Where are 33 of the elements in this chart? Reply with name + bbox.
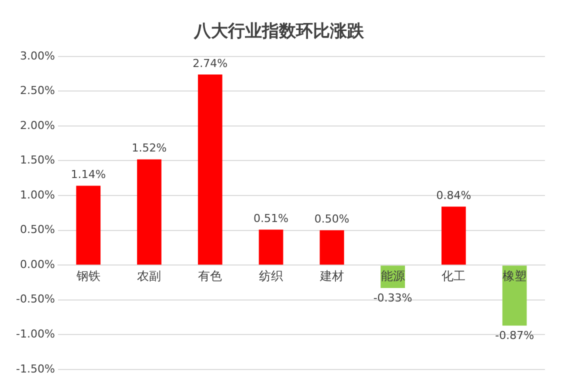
data-label: 1.14% [70, 168, 106, 182]
data-label: 1.52% [132, 142, 167, 155]
y-tick-label: 0.50% [20, 223, 55, 236]
x-tick-label: 化工 [442, 269, 466, 284]
x-tick-label: 纺织 [259, 269, 284, 284]
data-label: 2.74% [192, 56, 228, 70]
y-tick-label: 2.00% [20, 118, 55, 132]
x-tick-label: 农副 [137, 269, 162, 284]
bar [76, 186, 101, 265]
bar [441, 206, 466, 265]
data-label: 0.84% [436, 189, 472, 202]
chart-title: 八大行业指数环比涨跌 [193, 22, 365, 42]
x-tick-label: 建材 [318, 269, 344, 284]
bar [198, 74, 222, 265]
data-label: 0.50% [314, 212, 350, 226]
y-tick-label: -1.00% [16, 327, 55, 340]
y-tick-label: -0.50% [16, 292, 55, 306]
y-tick-label: 1.50% [20, 154, 55, 167]
x-tick-label: 钢铁 [75, 269, 100, 284]
data-label: -0.33% [373, 291, 412, 304]
bar [320, 230, 344, 265]
data-label: -0.87% [495, 328, 534, 342]
x-tick-label: 能源 [380, 269, 405, 284]
y-tick-label: 2.50% [20, 84, 55, 98]
bar [137, 159, 162, 265]
y-tick-label: 0.00% [20, 258, 55, 271]
y-tick-label: 3.00% [20, 49, 55, 62]
x-tick-label: 有色 [198, 269, 222, 284]
bar [258, 230, 284, 265]
y-tick-label: 1.00% [20, 188, 55, 202]
data-label: 0.51% [254, 212, 288, 225]
x-tick-label: 橡塑 [502, 269, 527, 284]
y-tick-label: -1.50% [16, 362, 55, 376]
